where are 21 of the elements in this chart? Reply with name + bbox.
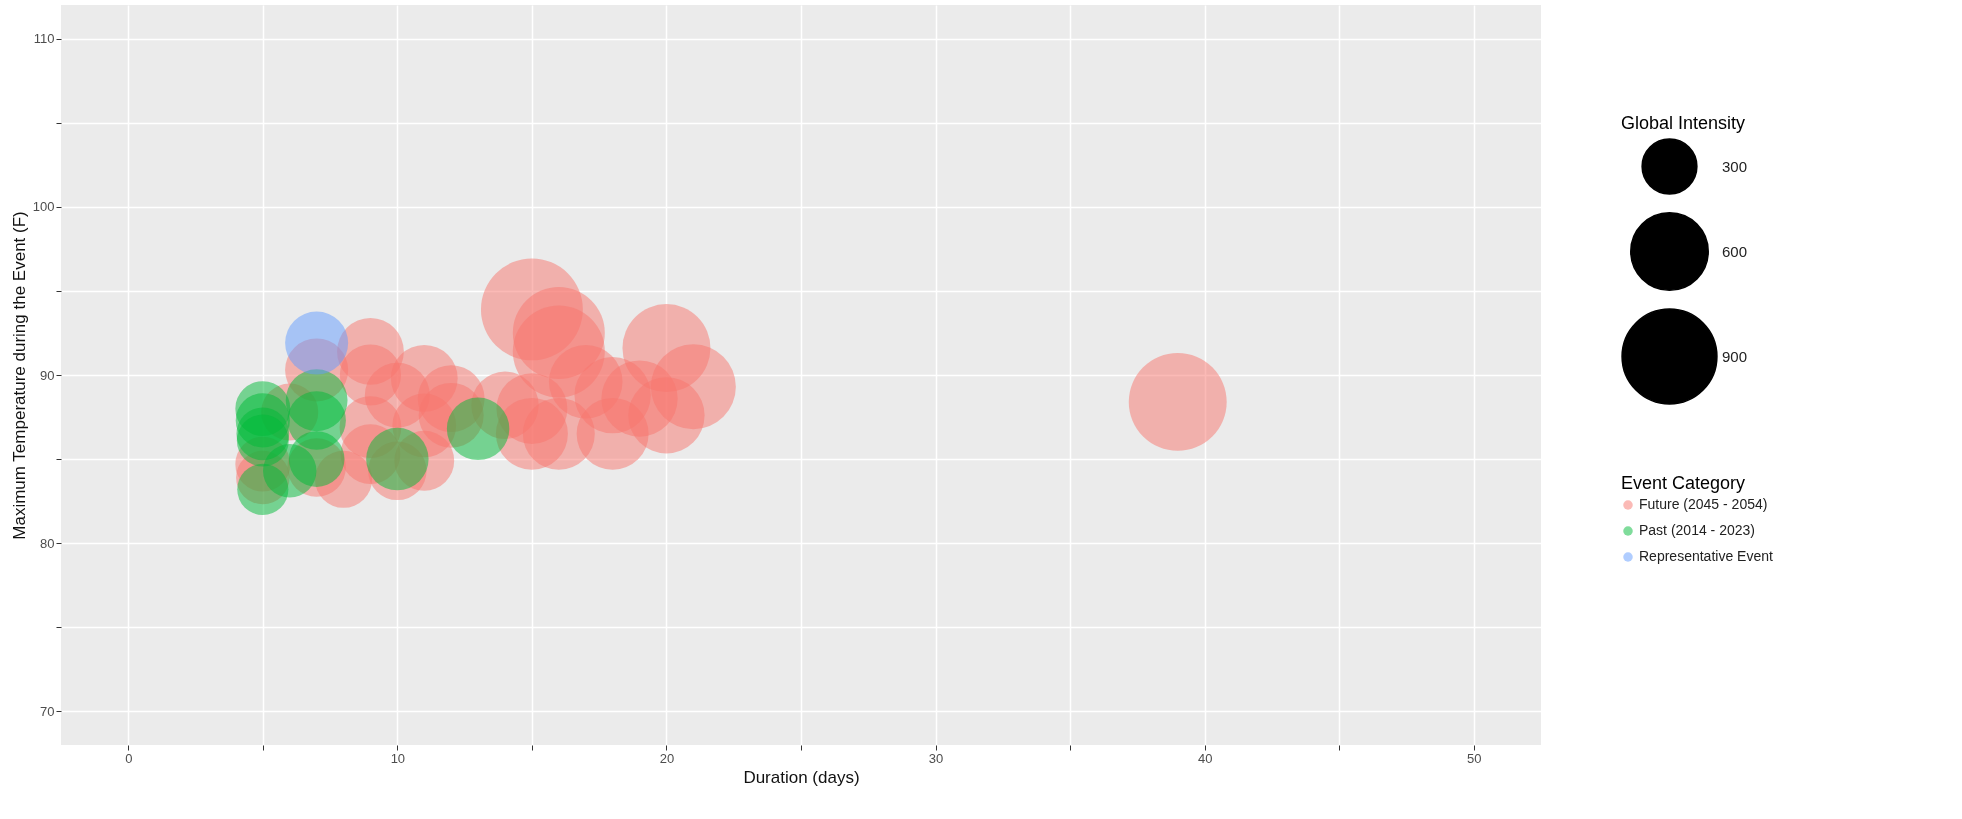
- x-tick-label: 0: [125, 750, 133, 766]
- y-tick-label: 70: [40, 703, 55, 719]
- x-tick-label: 10: [390, 750, 406, 766]
- legend-label: 600: [1722, 242, 1748, 260]
- legend-label: Past (2014 - 2023): [1639, 522, 1755, 538]
- x-axis-title: Duration (days): [743, 767, 860, 787]
- y-tick-label: 100: [32, 199, 55, 215]
- y-tick-label: 110: [33, 31, 55, 47]
- text: Event Category: [1621, 473, 1746, 493]
- y-axis-title: Maximum Temperature during the Event (F): [9, 211, 29, 540]
- y-tick-label: 90: [40, 367, 55, 383]
- legend-label: 300: [1722, 157, 1748, 175]
- x-tick-label: 20: [659, 750, 675, 766]
- text: Global Intensity: [1621, 113, 1746, 133]
- legend-label: Future (2045 - 2054): [1639, 496, 1768, 512]
- y-tick-label: 80: [40, 535, 55, 551]
- x-tick-label: 50: [1466, 750, 1482, 766]
- legend-label: 900: [1722, 347, 1748, 365]
- legend-label: Representative Event: [1639, 548, 1773, 564]
- x-tick-label: 40: [1197, 750, 1213, 766]
- x-tick-label: 30: [928, 750, 944, 766]
